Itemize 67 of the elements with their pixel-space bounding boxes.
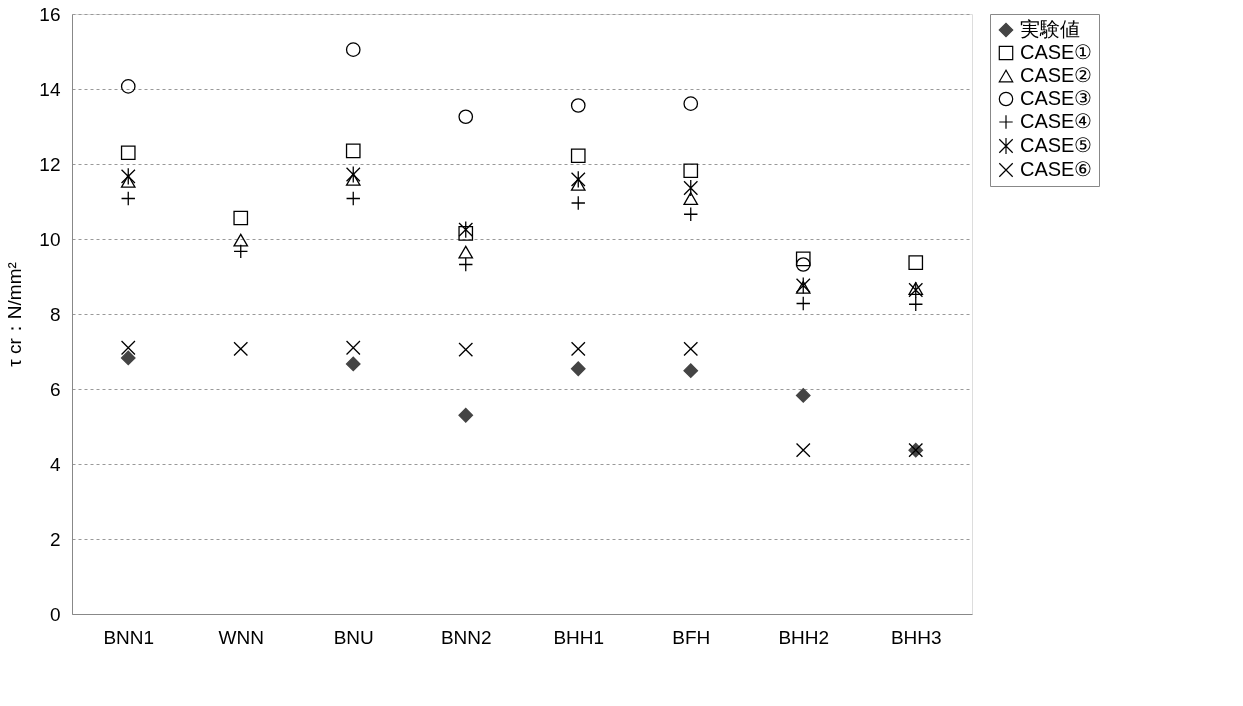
- legend-label: CASE⑥: [1020, 158, 1093, 180]
- legend-label: CASE④: [1020, 110, 1093, 132]
- point: [345, 42, 361, 57]
- legend-label: CASE③: [1020, 87, 1093, 109]
- point: [683, 192, 699, 205]
- x-tick-label: BFH: [672, 626, 711, 648]
- y-tick-label: 0: [49, 603, 61, 625]
- point: [345, 172, 361, 186]
- x-tick-label: BNU: [333, 626, 374, 648]
- y-tick-label: 12: [39, 153, 61, 175]
- legend-label: 実験値: [1020, 18, 1080, 40]
- point: [458, 245, 474, 259]
- x-tick-label: BNN1: [103, 626, 155, 648]
- point: [120, 145, 136, 161]
- point: [345, 356, 361, 372]
- point: [233, 233, 249, 247]
- legend-label: CASE②: [1020, 64, 1093, 86]
- point: [458, 226, 474, 241]
- point: [908, 282, 924, 295]
- y-tick-label: 8: [49, 303, 61, 325]
- y-tick-label: 6: [49, 378, 61, 400]
- point: [683, 341, 699, 357]
- point: [345, 340, 361, 356]
- y-axis-title: τ cr：N/mm²: [4, 262, 26, 367]
- point: [908, 281, 924, 299]
- point: [345, 143, 361, 159]
- point: [233, 210, 249, 226]
- point: [458, 109, 474, 125]
- y-tick-label: 2: [49, 528, 61, 550]
- point: [683, 363, 699, 378]
- legend-label: CASE①: [1020, 41, 1093, 63]
- y-tick-label: 16: [39, 3, 61, 25]
- point: [120, 79, 136, 94]
- point: [683, 96, 699, 111]
- point: [120, 174, 136, 188]
- point: [795, 388, 811, 403]
- point: [120, 340, 136, 356]
- legend-label: CASE⑤: [1020, 134, 1093, 156]
- point: [458, 342, 474, 357]
- point: [795, 442, 811, 458]
- point: [683, 179, 699, 197]
- x-tick-label: BHH1: [553, 626, 605, 648]
- point: [570, 98, 586, 113]
- point: [795, 280, 811, 294]
- point: [120, 350, 136, 366]
- point: [570, 341, 586, 357]
- y-tick-label: 14: [39, 78, 61, 100]
- point: [233, 341, 249, 357]
- point: [458, 407, 474, 423]
- point: [570, 148, 586, 164]
- point: [570, 177, 586, 191]
- point: [795, 276, 811, 295]
- x-tick-label: BHH3: [890, 626, 942, 648]
- point: [570, 170, 586, 189]
- point: [345, 165, 361, 184]
- point: [795, 257, 811, 272]
- point: [795, 251, 811, 267]
- point: [908, 255, 924, 270]
- y-tick-label: 4: [49, 453, 61, 475]
- point: [120, 167, 136, 186]
- point: [683, 163, 699, 179]
- y-tick-label: 10: [39, 228, 61, 250]
- x-tick-label: BHH2: [778, 626, 830, 648]
- point: [570, 361, 586, 377]
- x-tick-label: BNN2: [440, 626, 492, 648]
- x-tick-label: WNN: [218, 626, 264, 648]
- point: [458, 220, 474, 239]
